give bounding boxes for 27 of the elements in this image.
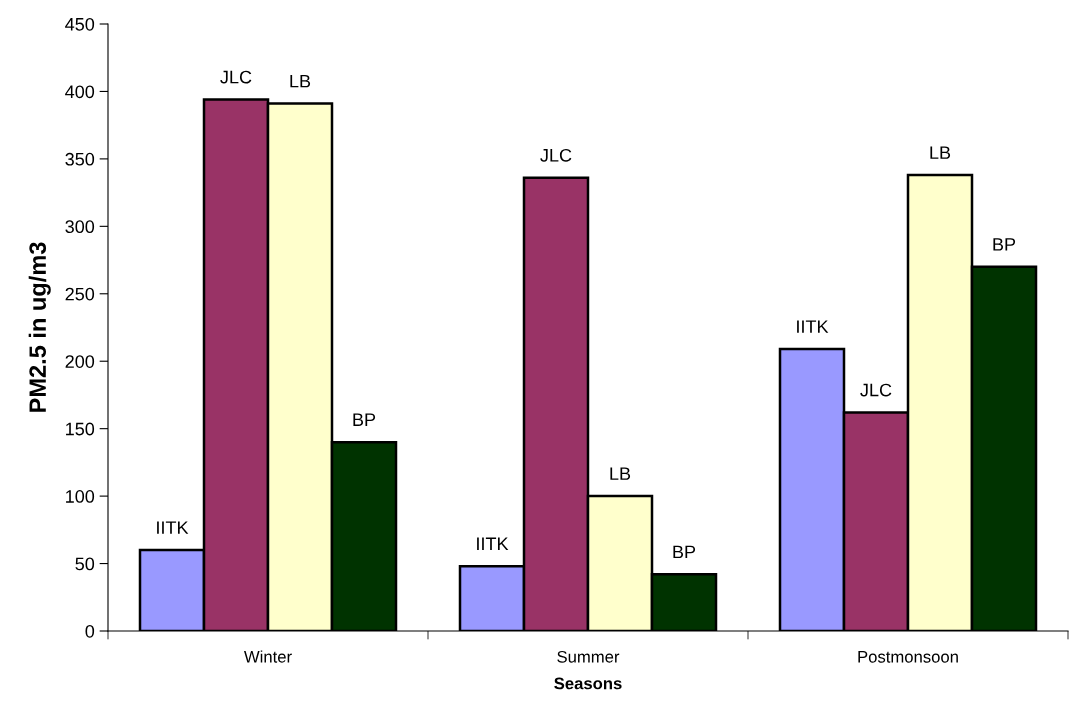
y-tick-label: 100	[66, 490, 95, 503]
series-label: IITK	[477, 537, 509, 551]
text: BP	[993, 238, 1016, 251]
y-tick-label: 0	[85, 624, 95, 638]
series-label: JLC	[860, 383, 892, 397]
text: JLC	[220, 70, 252, 84]
text: IITK	[797, 320, 829, 333]
x-tick-label: Winter	[244, 650, 292, 663]
text: JLC	[540, 148, 572, 162]
series-label: LB	[290, 74, 311, 88]
text: IITK	[157, 521, 189, 534]
x-axis-title: Seasons	[554, 677, 622, 690]
text: BP	[673, 545, 696, 559]
y-tick-label: 300	[65, 220, 95, 234]
text: LB	[930, 146, 951, 159]
x-tick-label: Postmonsoon	[858, 651, 958, 663]
y-tick-label: 150	[66, 422, 95, 436]
y-tick-label: 400	[65, 85, 95, 99]
x-tick-label: Summer	[557, 650, 620, 663]
y-tick-label: 350	[65, 152, 95, 166]
y-tick-label: 50	[75, 557, 95, 571]
y-tick-label: 450	[65, 17, 95, 31]
y-tick-label: 200	[65, 355, 95, 368]
y-axis-title: PM2.5 in ug/m3	[28, 242, 51, 412]
text: LB	[610, 467, 631, 480]
series-label: BP	[353, 413, 376, 426]
y-tick-label: 250	[65, 287, 95, 301]
